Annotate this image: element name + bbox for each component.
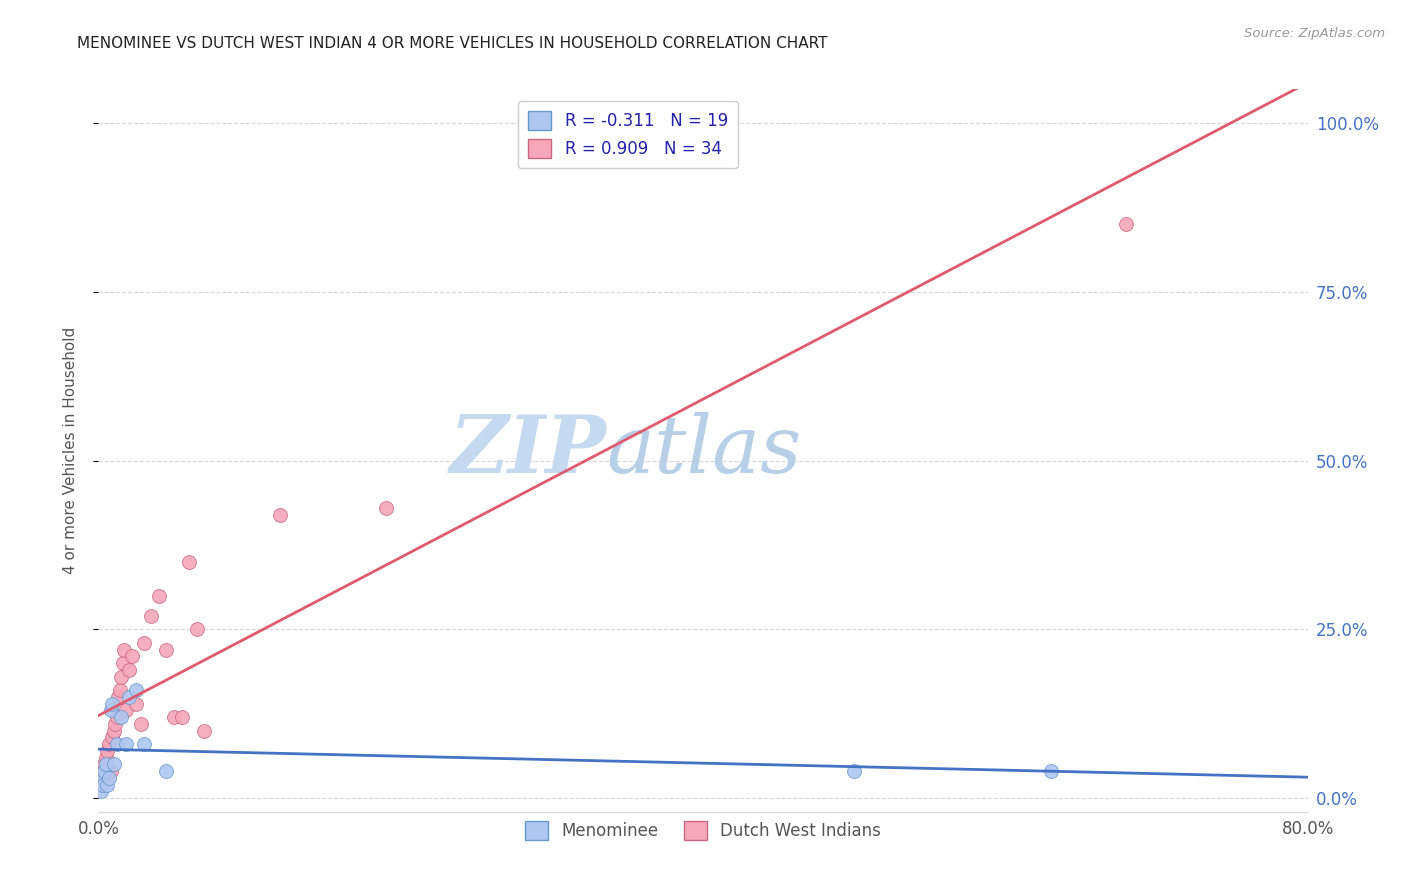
- Point: [111, 656, 134, 670]
- Point: [91, 764, 114, 779]
- Point: [100, 764, 122, 779]
- Point: [112, 642, 135, 657]
- Text: ZIP: ZIP: [450, 412, 606, 489]
- Point: [103, 723, 125, 738]
- Point: [118, 663, 141, 677]
- Point: [101, 697, 124, 711]
- Point: [170, 710, 193, 724]
- Point: [105, 710, 128, 724]
- Point: [132, 737, 155, 751]
- Point: [193, 723, 215, 738]
- Point: [107, 690, 129, 704]
- Text: atlas: atlas: [606, 412, 801, 489]
- Point: [105, 737, 128, 751]
- Point: [132, 636, 155, 650]
- Point: [1115, 217, 1137, 231]
- Point: [90, 771, 112, 785]
- Text: MENOMINEE VS DUTCH WEST INDIAN 4 OR MORE VEHICLES IN HOUSEHOLD CORRELATION CHART: MENOMINEE VS DUTCH WEST INDIAN 4 OR MORE…: [77, 36, 828, 51]
- Point: [103, 757, 125, 772]
- Point: [96, 778, 118, 792]
- Point: [94, 757, 117, 772]
- Point: [96, 744, 118, 758]
- Point: [179, 555, 201, 569]
- Point: [108, 683, 131, 698]
- Y-axis label: 4 or more Vehicles in Household: 4 or more Vehicles in Household: [63, 326, 77, 574]
- Point: [98, 737, 121, 751]
- Point: [110, 710, 132, 724]
- Point: [148, 589, 170, 603]
- Point: [90, 784, 112, 798]
- Point: [93, 764, 115, 779]
- Point: [110, 670, 132, 684]
- Point: [121, 649, 143, 664]
- Point: [155, 764, 177, 779]
- Point: [101, 731, 124, 745]
- Point: [186, 623, 208, 637]
- Point: [155, 642, 177, 657]
- Point: [129, 717, 152, 731]
- Point: [163, 710, 186, 724]
- Point: [98, 771, 121, 785]
- Point: [1039, 764, 1062, 779]
- Point: [94, 750, 117, 764]
- Point: [104, 717, 127, 731]
- Point: [100, 703, 122, 717]
- Point: [844, 764, 866, 779]
- Point: [89, 771, 111, 785]
- Point: [269, 508, 291, 522]
- Point: [93, 757, 115, 772]
- Text: Source: ZipAtlas.com: Source: ZipAtlas.com: [1244, 27, 1385, 40]
- Point: [374, 500, 396, 515]
- Point: [125, 683, 148, 698]
- Point: [114, 737, 136, 751]
- Point: [89, 778, 111, 792]
- Point: [125, 697, 148, 711]
- Point: [91, 778, 114, 792]
- Point: [118, 690, 141, 704]
- Point: [141, 608, 163, 623]
- Legend: Menominee, Dutch West Indians: Menominee, Dutch West Indians: [519, 814, 887, 847]
- Point: [114, 703, 136, 717]
